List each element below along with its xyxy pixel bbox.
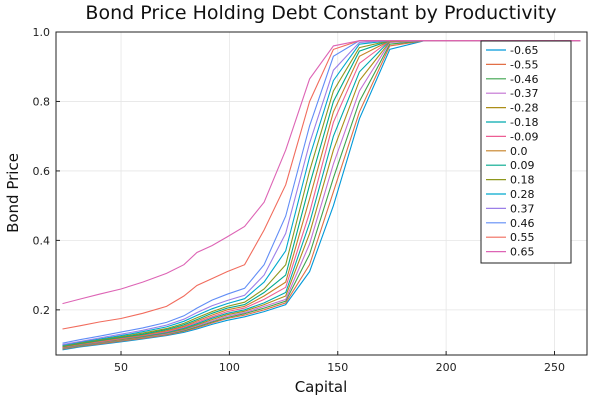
series-line-0.09 — [62, 40, 581, 347]
y-tick-label: 1.0 — [33, 26, 51, 39]
x-tick-label: 200 — [436, 361, 457, 374]
x-axis-title: Capital — [295, 378, 348, 396]
series-line-0.0 — [62, 40, 581, 348]
series-layer — [62, 40, 581, 351]
y-tick-label: 0.6 — [33, 165, 51, 178]
legend-box — [480, 40, 572, 264]
x-tick-label: 150 — [327, 361, 348, 374]
x-tick-label: 100 — [219, 361, 240, 374]
legend-label: 0.37 — [510, 202, 535, 215]
series-line--0.65 — [62, 40, 581, 351]
legend-label: 0.09 — [510, 159, 535, 172]
y-axis-title: Bond Price — [4, 153, 22, 233]
y-tick-label: 0.8 — [33, 95, 51, 108]
plot-frame — [55, 31, 588, 356]
series-line-0.65 — [62, 40, 581, 305]
legend-label: 0.65 — [510, 246, 535, 259]
x-axis-ticks: 50 100 150 200 250 — [114, 351, 565, 374]
legend-label: -0.65 — [510, 44, 538, 57]
chart-title: Bond Price Holding Debt Constant by Prod… — [85, 2, 556, 24]
y-tick-label: 0.4 — [33, 234, 51, 247]
legend-label: -0.09 — [510, 130, 538, 143]
x-tick-label: 50 — [114, 361, 128, 374]
y-axis-ticks: 0.2 0.4 0.6 0.8 1.0 — [33, 26, 60, 317]
series-line-0.37 — [62, 40, 581, 346]
series-line--0.09 — [62, 40, 581, 348]
legend-label: -0.46 — [510, 73, 538, 86]
legend-label: 0.55 — [510, 231, 535, 244]
legend-label: 0.28 — [510, 188, 535, 201]
x-tick-label: 250 — [544, 361, 565, 374]
series-line--0.55 — [62, 40, 581, 350]
legend: -0.65-0.55-0.46-0.37-0.28-0.18-0.090.00.… — [480, 40, 572, 264]
legend-label: -0.37 — [510, 87, 538, 100]
series-line--0.28 — [62, 40, 581, 349]
series-line-0.28 — [62, 40, 581, 346]
legend-label: 0.18 — [510, 174, 535, 187]
y-tick-label: 0.2 — [33, 304, 51, 317]
legend-label: -0.18 — [510, 116, 538, 129]
legend-label: -0.55 — [510, 58, 538, 71]
legend-label: 0.46 — [510, 217, 535, 230]
legend-label: 0.0 — [510, 145, 528, 158]
legend-label: -0.28 — [510, 102, 538, 115]
series-line-0.18 — [62, 40, 581, 347]
